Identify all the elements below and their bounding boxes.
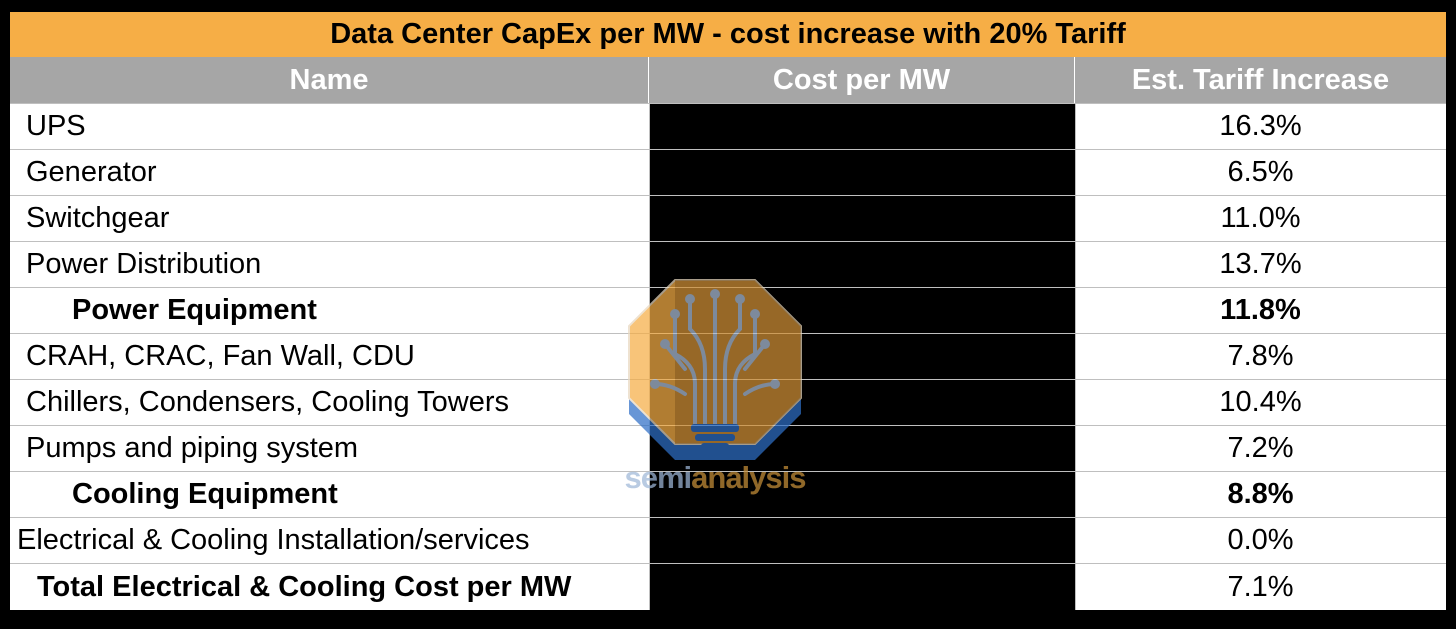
cost-redacted: [649, 472, 1075, 517]
cost-redacted: [649, 150, 1075, 195]
row-name: CRAH, CRAC, Fan Wall, CDU: [26, 340, 415, 372]
row-tariff: 8.8%: [1227, 478, 1294, 510]
row-tariff: 11.8%: [1220, 294, 1301, 326]
row-name: Electrical & Cooling Installation/servic…: [17, 524, 530, 556]
cost-redacted: [649, 104, 1075, 149]
header-cost: Cost per MW: [649, 57, 1075, 103]
row-tariff: 13.7%: [1219, 248, 1302, 280]
subtotal-row: Cooling Equipment 8.8%: [10, 471, 1446, 517]
total-row: Total Electrical & Cooling Cost per MW 7…: [10, 563, 1446, 610]
header-tariff: Est. Tariff Increase: [1075, 57, 1446, 103]
semianalysis-watermark: semianalysis: [615, 274, 815, 504]
row-tariff: 7.8%: [1227, 340, 1294, 372]
row-tariff: 11.0%: [1220, 202, 1301, 234]
row-name: Pumps and piping system: [26, 432, 359, 464]
cost-redacted: [649, 196, 1075, 241]
tariff-table: Data Center CapEx per MW - cost increase…: [10, 12, 1446, 610]
row-tariff: 6.5%: [1227, 156, 1294, 188]
table-row: Electrical & Cooling Installation/servic…: [10, 517, 1446, 563]
cost-redacted: [649, 518, 1075, 563]
table-row: UPS 16.3%: [10, 103, 1446, 149]
table-row: Switchgear 11.0%: [10, 195, 1446, 241]
row-name: Total Electrical & Cooling Cost per MW: [37, 570, 572, 603]
row-name: Power Distribution: [26, 248, 262, 280]
row-tariff: 16.3%: [1219, 110, 1302, 142]
row-name: Cooling Equipment: [72, 478, 338, 510]
row-name: Chillers, Condensers, Cooling Towers: [26, 386, 510, 418]
column-divider: [1075, 103, 1076, 610]
watermark-text: semianalysis: [624, 460, 806, 495]
header-name: Name: [10, 57, 649, 103]
row-tariff: 7.2%: [1227, 432, 1294, 464]
row-tariff: 7.1%: [1227, 570, 1294, 603]
lightbulb-circuit-icon: [628, 279, 802, 460]
row-name: Switchgear: [26, 202, 170, 234]
table-row: Generator 6.5%: [10, 149, 1446, 195]
row-name: Generator: [26, 156, 157, 188]
cost-redacted: [649, 564, 1075, 610]
row-tariff: 10.4%: [1219, 386, 1302, 418]
table-title: Data Center CapEx per MW - cost increase…: [10, 12, 1446, 57]
row-name: Power Equipment: [72, 294, 317, 326]
row-name: UPS: [26, 110, 86, 142]
row-tariff: 0.0%: [1227, 524, 1294, 556]
